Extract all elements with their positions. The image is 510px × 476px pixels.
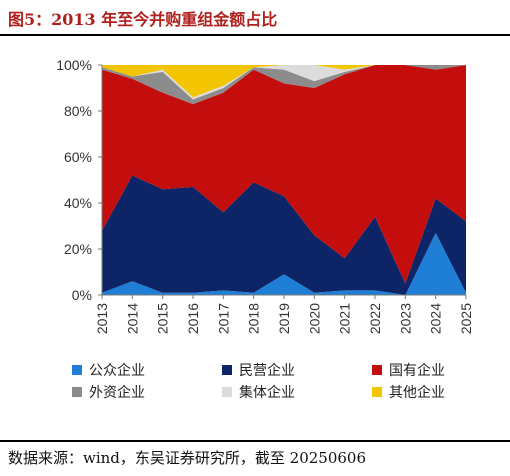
x-tick-label: 2022: [367, 303, 383, 334]
source-note: 数据来源：wind，东吴证券研究所，截至 20250606: [8, 449, 367, 467]
legend-swatch: [222, 387, 232, 397]
legend-swatch: [222, 365, 232, 375]
legend-item: 外资企业: [72, 382, 145, 402]
legend-swatch: [372, 387, 382, 397]
legend-label: 外资企业: [89, 385, 145, 401]
legend-item: 民营企业: [222, 360, 295, 380]
legend-swatch: [72, 387, 82, 397]
chart-title: 图5：2013 年至今并购重组金额占比: [8, 10, 278, 29]
stacked-area-chart: 0% 20% 40% 60% 80% 100% 2013 2014 2015 2016 2017 20…: [56, 57, 474, 334]
legend-label: 民营企业: [239, 363, 295, 379]
x-tick-label: 2021: [337, 303, 353, 334]
x-tick-label: 2019: [276, 303, 292, 334]
legend-item: 集体企业: [222, 382, 295, 402]
legend-swatch: [372, 365, 382, 375]
legend-swatch: [72, 365, 82, 375]
legend-item: 其他企业: [372, 382, 445, 402]
x-tick-label: 2016: [185, 303, 201, 334]
x-tick-label: 2024: [428, 303, 444, 334]
x-tick-label: 2025: [458, 303, 474, 334]
legend-label: 国有企业: [389, 363, 445, 379]
source-divider: [0, 440, 510, 442]
x-tick-label: 2018: [246, 303, 262, 334]
area-series-1: [102, 175, 466, 295]
y-tick-label: 40%: [64, 195, 92, 211]
x-tick-label: 2020: [306, 303, 322, 334]
legend-item: 国有企业: [372, 360, 445, 380]
y-tick-label: 60%: [64, 149, 92, 165]
legend-label: 其他企业: [389, 385, 445, 401]
area-series-0: [102, 232, 466, 295]
title-divider: [0, 34, 510, 36]
legend-item: 公众企业: [72, 360, 145, 380]
area-series-5: [102, 65, 466, 98]
y-tick-label: 0%: [72, 287, 92, 303]
area-series-4: [102, 65, 466, 100]
x-tick-label: 2013: [94, 303, 110, 334]
area-series-2: [102, 65, 466, 284]
y-tick-label: 20%: [64, 241, 92, 257]
y-tick-label: 100%: [56, 57, 92, 73]
area-series-3: [102, 65, 466, 105]
x-tick-label: 2023: [397, 303, 413, 334]
legend-label: 公众企业: [89, 363, 145, 379]
y-tick-label: 80%: [64, 103, 92, 119]
legend-label: 集体企业: [239, 385, 295, 401]
x-tick-label: 2014: [124, 303, 140, 334]
x-tick-label: 2017: [215, 303, 231, 334]
x-tick-label: 2015: [155, 303, 171, 334]
